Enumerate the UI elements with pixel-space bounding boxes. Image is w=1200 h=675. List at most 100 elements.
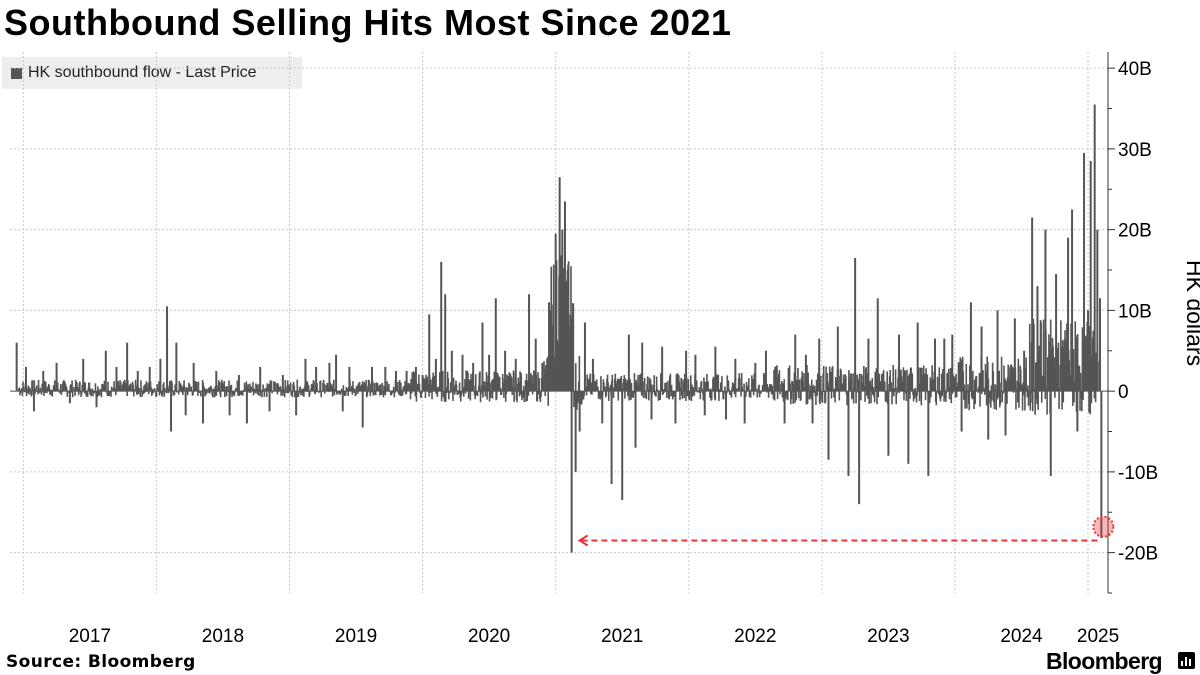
flow-bar-129	[1100, 391, 1103, 539]
flow-bar-34	[361, 391, 364, 428]
flow-bar-36	[384, 366, 387, 392]
y-tick-label-6: -20B	[1118, 544, 1158, 565]
flow-bar-100	[907, 391, 910, 464]
flow-bar-50	[494, 298, 497, 392]
flow-bar-112	[1013, 318, 1016, 392]
flow-bar-118	[1055, 274, 1058, 392]
flow-bar-103	[933, 338, 936, 392]
flow-bar-107	[969, 302, 972, 392]
flow-bar-125	[1089, 161, 1092, 392]
flow-bar-105	[951, 334, 954, 392]
flow-bar-95	[858, 391, 861, 505]
flow-bar-109	[987, 391, 990, 440]
flow-bar-122	[1076, 391, 1079, 432]
flow-bar-21	[228, 391, 231, 416]
y-axis-title: HK dollars	[1182, 260, 1200, 367]
x-tick-label-2023: 2023	[867, 626, 909, 647]
flow-bar-5	[68, 391, 71, 404]
flow-bar-62	[570, 391, 573, 553]
flow-bar-47	[472, 362, 475, 392]
flow-bar-71	[634, 391, 637, 448]
flow-bar-13	[159, 358, 162, 392]
y-tick-label-2: 20B	[1118, 221, 1152, 242]
flow-bar-60	[563, 201, 566, 392]
flow-bar-3	[42, 370, 45, 392]
flow-bar-119	[1060, 346, 1063, 392]
x-tick-label-2020: 2020	[468, 626, 510, 647]
flow-bar-128	[1099, 298, 1102, 392]
flow-bar-14	[166, 306, 169, 392]
x-tick-label-2019: 2019	[335, 626, 377, 647]
flow-bar-12	[148, 366, 151, 392]
flow-bar-2	[32, 391, 35, 412]
flow-bar-41	[428, 314, 431, 392]
flow-bar-104	[943, 338, 946, 392]
flow-bar-0	[15, 342, 18, 392]
flow-bar-61	[566, 270, 569, 392]
flow-bar-82	[743, 391, 746, 424]
source-note: Source: Bloomberg	[6, 652, 196, 672]
flow-bar-98	[887, 391, 890, 456]
flow-bar-84	[764, 350, 767, 392]
flow-bar-114	[1031, 217, 1034, 392]
flow-bar-6	[82, 358, 85, 392]
flow-bar-30	[328, 362, 331, 392]
flow-bar-117	[1049, 391, 1052, 476]
flow-bar-22	[237, 374, 240, 392]
flow-bar-79	[714, 346, 717, 392]
flow-bar-78	[703, 391, 706, 416]
flow-bar-108	[980, 326, 983, 392]
x-tick-label-2021: 2021	[601, 626, 643, 647]
flow-bar-94	[854, 257, 857, 392]
flow-bar-83	[754, 362, 757, 392]
x-tick-label-2024: 2024	[1000, 626, 1043, 647]
x-tick-label-2017: 2017	[69, 626, 111, 647]
flow-bar-81	[734, 358, 737, 392]
flow-bar-65	[583, 322, 586, 392]
flow-bar-55	[541, 362, 544, 392]
flow-bar-106	[960, 391, 963, 432]
flow-bar-10	[126, 342, 129, 392]
flow-bar-31	[335, 354, 338, 392]
flow-bar-4	[55, 362, 58, 392]
flow-bar-69	[621, 391, 624, 501]
flow-bar-96	[867, 338, 870, 392]
flow-bar-73	[650, 391, 653, 420]
flow-bar-63	[574, 391, 577, 472]
flow-bar-88	[804, 354, 807, 392]
flow-bar-56	[548, 302, 551, 392]
flow-bar-75	[674, 391, 677, 424]
flow-bar-8	[104, 350, 107, 392]
flow-bar-52	[514, 358, 517, 392]
flow-bar-45	[450, 350, 453, 392]
flow-bar-59	[561, 229, 564, 392]
flow-bar-37	[394, 370, 397, 392]
chart-title: Southbound Selling Hits Most Since 2021	[4, 2, 732, 43]
flow-bar-97	[876, 298, 879, 392]
y-tick-label-3: 10B	[1118, 301, 1152, 322]
flow-bar-115	[1036, 286, 1039, 392]
flow-bar-43	[440, 261, 443, 392]
flow-bar-123	[1083, 152, 1086, 392]
flow-bar-7	[95, 391, 98, 408]
flow-bar-76	[685, 350, 688, 392]
flow-bar-28	[304, 358, 307, 392]
flow-bar-90	[818, 338, 821, 392]
flow-bar-9	[115, 366, 118, 392]
flow-bar-124	[1087, 310, 1090, 392]
flow-bar-110	[996, 310, 999, 392]
flow-bar-66	[591, 358, 594, 392]
flow-bar-27	[295, 391, 298, 416]
legend-swatch	[11, 67, 22, 79]
flow-bar-32	[341, 391, 344, 412]
flow-bar-11	[136, 370, 139, 392]
flow-bar-70	[627, 334, 630, 392]
flow-bar-58	[558, 177, 561, 392]
x-tick-label-2025: 2025	[1077, 626, 1119, 647]
annotation-circle-marker	[1092, 515, 1115, 538]
x-tick-label-2018: 2018	[202, 626, 244, 647]
flow-bar-99	[898, 334, 901, 392]
flow-bar-49	[488, 354, 491, 392]
annotation-arrowhead	[577, 534, 589, 547]
